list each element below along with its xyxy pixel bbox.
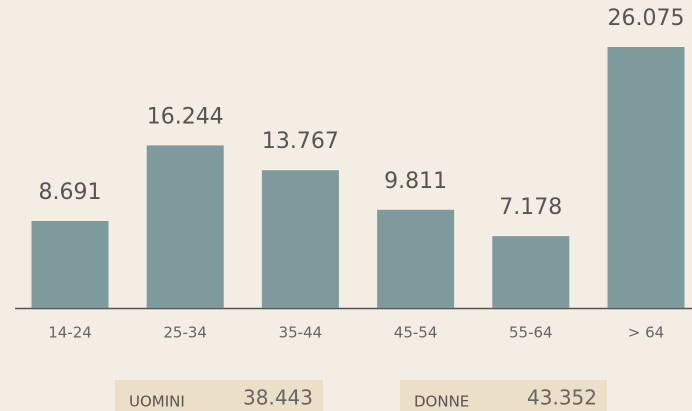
- bar: [377, 209, 455, 308]
- total-box: [115, 380, 323, 411]
- value-label: 13.767: [262, 129, 339, 154]
- x-tick-label: 45-54: [394, 324, 438, 342]
- total-value: 38.443: [243, 386, 313, 410]
- bar: [146, 145, 224, 308]
- bar: [31, 221, 109, 308]
- bar: [492, 236, 570, 308]
- value-label: 7.178: [499, 195, 562, 220]
- value-label: 16.244: [147, 104, 224, 129]
- x-tick-label: 25-34: [163, 324, 207, 342]
- x-tick-label: 35-44: [279, 324, 323, 342]
- value-label: 9.811: [384, 169, 447, 194]
- total-label: UOMINI: [129, 393, 185, 411]
- total-value: 43.352: [527, 386, 597, 410]
- x-tick-label: > 64: [628, 324, 664, 342]
- x-tick-label: 14-24: [48, 324, 92, 342]
- x-tick-label: 55-64: [509, 324, 553, 342]
- total-label: DONNE: [414, 393, 469, 411]
- bar: [607, 47, 685, 308]
- total-box: [400, 380, 607, 411]
- value-label: 26.075: [608, 6, 685, 31]
- value-label: 8.691: [39, 180, 102, 205]
- bar: [261, 170, 339, 308]
